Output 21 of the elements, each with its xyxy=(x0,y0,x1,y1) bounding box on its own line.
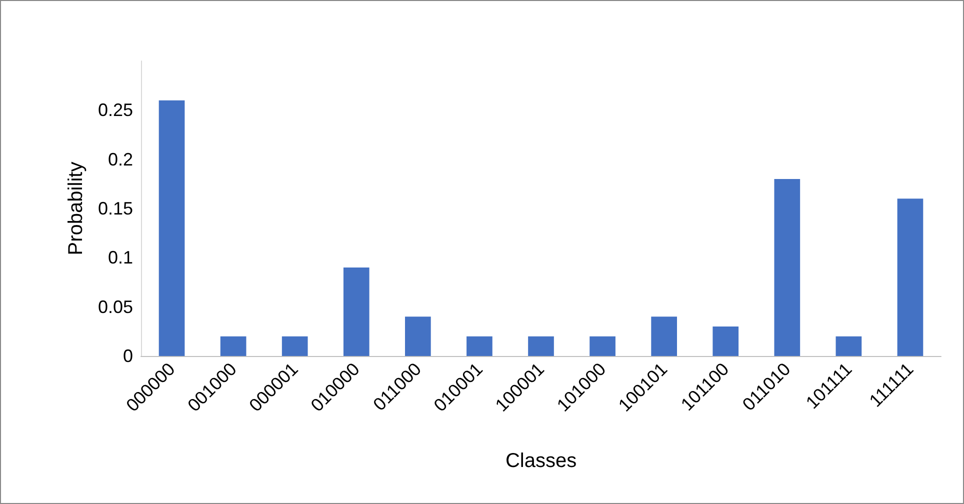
bar xyxy=(590,336,616,356)
bar xyxy=(220,336,246,356)
y-tick-label: 0.25 xyxy=(98,100,133,120)
bar xyxy=(897,198,924,356)
x-axis-title: Classes xyxy=(505,450,577,472)
bar xyxy=(343,268,370,356)
bar xyxy=(405,316,431,356)
bar xyxy=(712,326,739,356)
y-tick-label: 0.15 xyxy=(98,198,133,218)
bar xyxy=(651,316,677,356)
bar xyxy=(282,336,308,356)
bar xyxy=(158,100,185,356)
y-axis-title: Probability xyxy=(65,162,87,256)
bar xyxy=(836,336,862,356)
bar xyxy=(466,336,492,356)
y-tick-label: 0.05 xyxy=(98,296,133,317)
bar xyxy=(774,179,800,356)
y-tick-label: 0.1 xyxy=(108,248,133,268)
y-tick-label: 0 xyxy=(122,346,133,366)
bar xyxy=(528,336,554,356)
y-tick-label: 0.2 xyxy=(108,149,133,170)
